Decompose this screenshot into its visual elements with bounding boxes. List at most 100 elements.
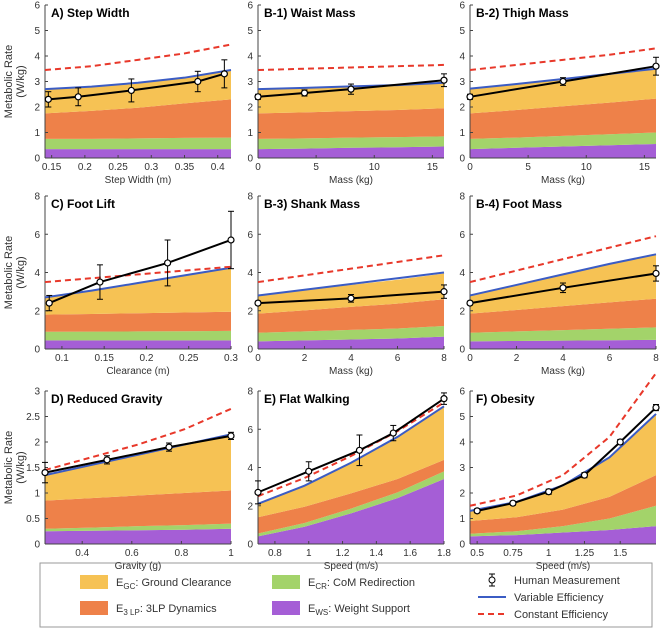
y-tick-label: 6 bbox=[459, 387, 465, 398]
y-tick-label: 0 bbox=[459, 345, 465, 356]
y-tick-label: 8 bbox=[34, 192, 40, 203]
measurement-point bbox=[545, 488, 553, 496]
area bbox=[45, 137, 231, 150]
measurement-line bbox=[257, 79, 445, 98]
y-tick-label: 3 bbox=[34, 387, 40, 398]
measurement-point bbox=[163, 259, 172, 267]
area bbox=[45, 490, 231, 529]
area bbox=[470, 298, 656, 333]
y-tick-label: 1 bbox=[459, 514, 465, 525]
x-tick-label: 1.5 bbox=[613, 548, 627, 559]
panel-title: B-2) Thigh Mass bbox=[476, 6, 569, 20]
x-tick-label: 6 bbox=[395, 353, 401, 364]
measurement-point bbox=[389, 429, 397, 437]
measurement-point bbox=[194, 77, 202, 86]
legend-swatch bbox=[80, 601, 108, 615]
y-axis-label: Metabolic Rate bbox=[3, 45, 15, 118]
x-tick-label: 0 bbox=[255, 162, 261, 173]
x-tick-label: 0.2 bbox=[140, 353, 154, 364]
x-tick-label: 0.75 bbox=[503, 548, 523, 559]
constant-efficiency-line bbox=[257, 254, 445, 284]
x-tick-label: 10 bbox=[581, 162, 593, 173]
y-axis-label: (W/kg) bbox=[15, 451, 27, 483]
y-tick-label: 6 bbox=[247, 425, 253, 436]
y-tick-label: 1 bbox=[34, 489, 40, 500]
y-tick-label: 1 bbox=[459, 128, 465, 139]
legend-subscript: CR bbox=[315, 582, 327, 591]
legend-symbol: E bbox=[308, 603, 315, 615]
y-tick-label: 0 bbox=[34, 540, 40, 551]
measurement-point bbox=[254, 299, 262, 307]
measurement-point bbox=[127, 86, 135, 95]
y-tick-label: 0.5 bbox=[26, 514, 40, 525]
legend-text: : 3LP Dynamics bbox=[140, 603, 217, 615]
y-tick-label: 5 bbox=[459, 412, 465, 423]
area bbox=[45, 330, 231, 341]
measurement-point bbox=[440, 395, 448, 403]
legend-label: Constant Efficiency bbox=[514, 609, 608, 621]
legend-text: : Ground Clearance bbox=[135, 577, 231, 589]
area bbox=[258, 326, 444, 342]
x-tick-label: 0.3 bbox=[224, 353, 238, 364]
legend-symbol: E bbox=[116, 603, 123, 615]
area bbox=[258, 336, 444, 349]
y-tick-label: 3 bbox=[247, 77, 253, 88]
y-tick-label: 5 bbox=[459, 26, 465, 37]
area bbox=[45, 99, 231, 139]
measurement-point bbox=[652, 403, 660, 412]
x-tick-label: 0.8 bbox=[174, 548, 188, 559]
y-tick-label: 4 bbox=[247, 268, 253, 279]
x-tick-label: 0.8 bbox=[268, 548, 282, 559]
area bbox=[258, 136, 444, 150]
measurement-point bbox=[305, 467, 313, 475]
area bbox=[45, 149, 231, 158]
y-axis-label: Metabolic Rate bbox=[3, 431, 15, 504]
y-tick-label: 6 bbox=[34, 1, 40, 12]
measurement-point bbox=[580, 471, 589, 479]
area bbox=[470, 413, 656, 522]
y-tick-label: 6 bbox=[34, 230, 40, 241]
y-tick-label: 4 bbox=[459, 52, 465, 63]
panel-title: B-4) Foot Mass bbox=[476, 197, 562, 211]
legend-swatch bbox=[80, 575, 108, 589]
x-tick-label: 15 bbox=[427, 162, 439, 173]
x-tick-label: 0 bbox=[255, 353, 261, 364]
area bbox=[258, 273, 444, 314]
measurement-line bbox=[44, 434, 232, 474]
measurement-point bbox=[220, 70, 228, 78]
area bbox=[45, 434, 231, 501]
y-tick-label: 4 bbox=[247, 463, 253, 474]
x-tick-label: 1.6 bbox=[403, 548, 417, 559]
measurement-point bbox=[616, 438, 624, 446]
variable-efficiency-line bbox=[257, 271, 445, 297]
y-tick-label: 5 bbox=[34, 26, 40, 37]
measurement-point bbox=[466, 299, 474, 307]
x-tick-label: 0.4 bbox=[75, 548, 89, 559]
area bbox=[258, 146, 444, 158]
x-tick-label: 0.15 bbox=[42, 162, 62, 173]
x-tick-label: 1.25 bbox=[575, 548, 595, 559]
y-tick-label: 2 bbox=[247, 501, 253, 512]
area bbox=[45, 340, 231, 349]
y-tick-label: 4 bbox=[459, 268, 465, 279]
x-axis-label: Speed (m/s) bbox=[324, 561, 378, 572]
panel-title: F) Obesity bbox=[476, 392, 535, 406]
constant-efficiency-line bbox=[469, 47, 657, 72]
y-tick-label: 2 bbox=[459, 103, 465, 114]
constant-efficiency-line bbox=[257, 63, 445, 72]
constant-efficiency-line bbox=[469, 372, 657, 507]
area bbox=[470, 327, 656, 342]
measurement-point bbox=[254, 488, 262, 496]
measurement-point bbox=[466, 93, 474, 101]
x-tick-label: 1.8 bbox=[437, 548, 451, 559]
legend-label: Variable Efficiency bbox=[514, 592, 604, 604]
y-tick-label: 2 bbox=[34, 103, 40, 114]
area bbox=[258, 459, 444, 534]
y-tick-label: 6 bbox=[459, 1, 465, 12]
x-axis-label: Gravity (g) bbox=[115, 561, 162, 572]
y-tick-label: 2 bbox=[34, 306, 40, 317]
variable-efficiency-line bbox=[257, 405, 445, 505]
measurement-point bbox=[440, 288, 448, 296]
measurement-point bbox=[440, 76, 448, 84]
constant-efficiency-line bbox=[44, 407, 232, 472]
